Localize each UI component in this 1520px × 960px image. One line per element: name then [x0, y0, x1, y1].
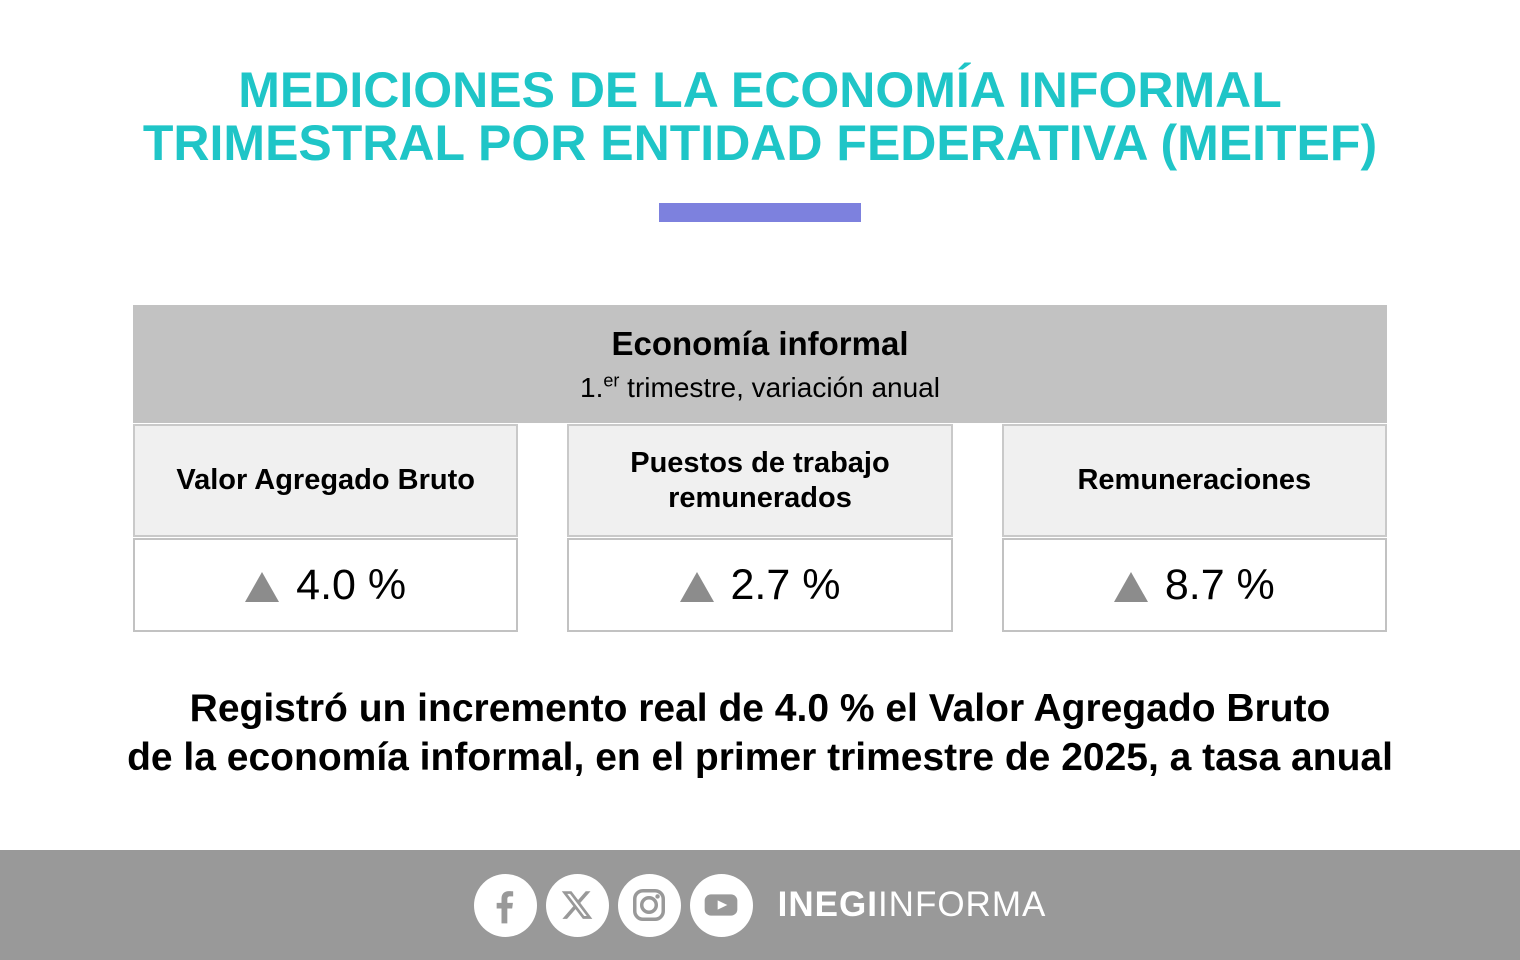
brand-wordmark: INEGIINFORMA — [778, 885, 1047, 925]
value-valor-agregado-bruto: 4.0 % — [296, 560, 407, 609]
brand-informa: INFORMA — [877, 885, 1047, 924]
summary-statement-line2: de la economía informal, en el primer tr… — [127, 736, 1393, 779]
table-header-band: Economía informal 1.er trimestre, variac… — [133, 305, 1387, 423]
footer-bar: INEGIINFORMA — [0, 850, 1520, 960]
page-title-line2: TRIMESTRAL POR ENTIDAD FEDERATIVA (MEITE… — [142, 115, 1378, 171]
column-header-remuneraciones: Remuneraciones — [1001, 424, 1387, 537]
values-row: 4.0 % 2.7 % 8.7 % — [133, 538, 1387, 632]
table-title: Economía informal — [611, 324, 909, 362]
value-cell-remuneraciones: 8.7 % — [1001, 538, 1387, 632]
column-header-valor-agregado-bruto: Valor Agregado Bruto — [133, 424, 519, 537]
value-puestos-de-trabajo: 2.7 % — [730, 560, 841, 609]
up-triangle-icon — [1113, 572, 1148, 602]
summary-statement-line1: Registró un incremento real de 4.0 % el … — [189, 687, 1331, 730]
up-triangle-icon — [679, 572, 714, 602]
column-headers-row: Valor Agregado Bruto Puestos de trabajo … — [133, 424, 1387, 537]
value-remuneraciones: 8.7 % — [1164, 560, 1275, 609]
value-cell-puestos-de-trabajo: 2.7 % — [567, 538, 953, 632]
summary-statement: Registró un incremento real de 4.0 % el … — [0, 684, 1520, 782]
subtitle-superscript: er — [603, 370, 620, 391]
column-header-puestos-de-trabajo: Puestos de trabajo remunerados — [567, 424, 953, 537]
instagram-icon — [617, 873, 681, 937]
brand-inegi: INEGI — [777, 885, 878, 924]
x-icon — [545, 873, 609, 937]
facebook-icon — [473, 873, 537, 937]
indicator-table: Economía informal 1.er trimestre, variac… — [133, 305, 1387, 632]
table-subtitle: 1.er trimestre, variación anual — [580, 370, 940, 404]
accent-bar — [659, 203, 861, 222]
up-triangle-icon — [245, 572, 280, 602]
page-title: MEDICIONES DE LA ECONOMÍA INFORMAL TRIME… — [0, 64, 1520, 170]
subtitle-rest: trimestre, variación anual — [619, 371, 940, 403]
value-cell-valor-agregado-bruto: 4.0 % — [133, 538, 519, 632]
youtube-icon — [689, 873, 753, 937]
page-title-line1: MEDICIONES DE LA ECONOMÍA INFORMAL — [238, 62, 1282, 118]
subtitle-prefix: 1. — [580, 371, 604, 403]
